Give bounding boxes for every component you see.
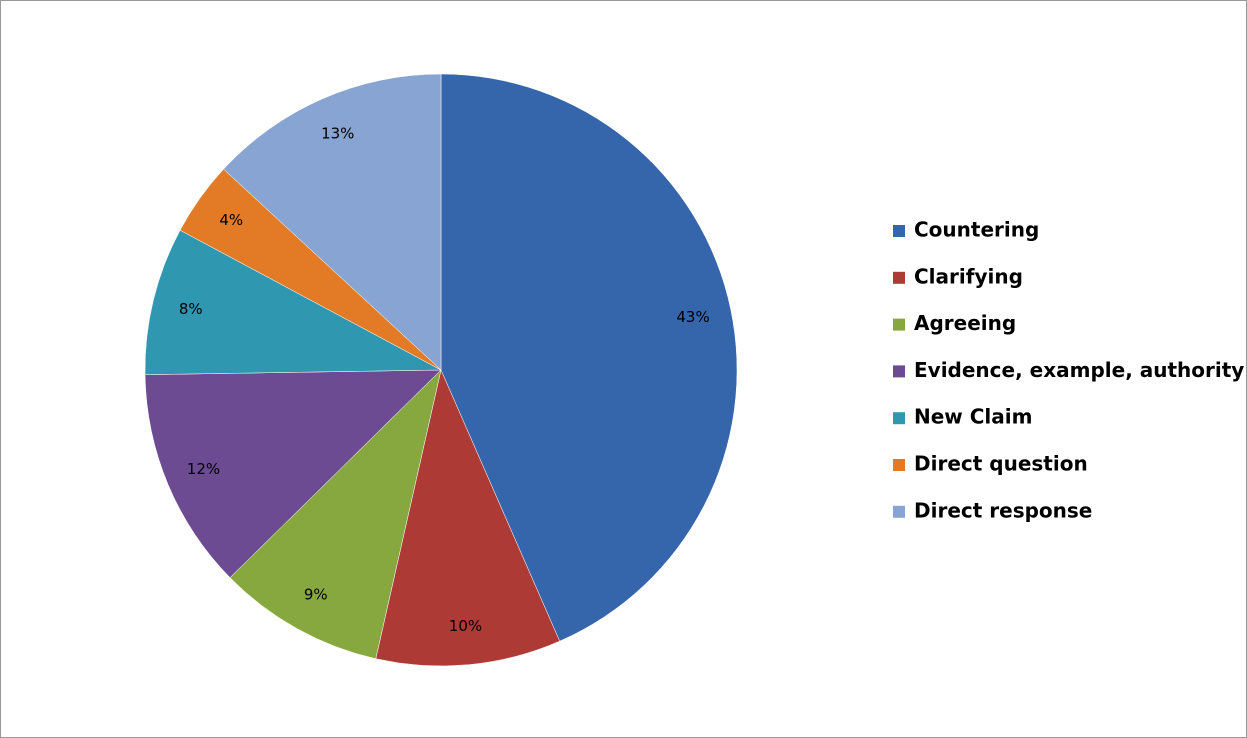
legend-swatch (893, 459, 905, 471)
pie-slice (144, 229, 442, 375)
pie-slice (440, 73, 738, 642)
pie-slice (144, 369, 442, 578)
data-label: 8% (179, 300, 203, 318)
legend-label: Countering (914, 218, 1039, 242)
legend-swatch (893, 225, 905, 237)
data-label: 13% (321, 125, 354, 143)
pie-slice (229, 369, 442, 660)
legend-swatch (893, 412, 905, 425)
legend-label: Direct response (914, 498, 1092, 522)
pie-slice (223, 73, 442, 371)
data-label: 4% (219, 211, 243, 229)
legend-label: Clarifying (914, 264, 1023, 288)
pie-slice (375, 369, 561, 667)
legend-swatch (893, 271, 905, 284)
legend-label: Evidence, example, authority (914, 358, 1244, 382)
legend-swatch (893, 365, 905, 378)
legend-label: Agreeing (914, 311, 1016, 335)
legend-label: Direct question (914, 452, 1088, 476)
data-label: 9% (304, 586, 328, 604)
data-label: 12% (187, 460, 220, 478)
legend-swatch (893, 505, 905, 518)
legend-label: New Claim (914, 405, 1032, 429)
data-label: 43% (676, 308, 709, 326)
data-label: 10% (449, 617, 482, 635)
legend-swatch (893, 318, 905, 331)
